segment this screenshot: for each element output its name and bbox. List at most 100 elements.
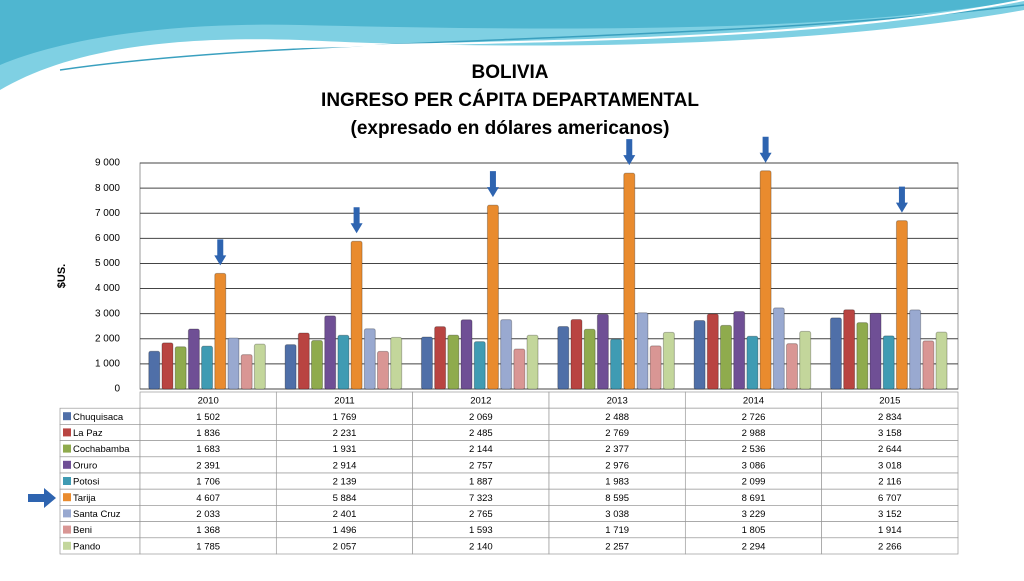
bar [434, 326, 447, 390]
bar [201, 345, 214, 390]
legend-label: La Paz [73, 428, 103, 439]
legend-cell [59, 456, 141, 474]
table-value: 2 140 [469, 541, 493, 552]
bar [829, 317, 842, 390]
bar [706, 313, 719, 390]
bar [935, 331, 948, 390]
header-line [59, 4, 1024, 71]
bar [596, 313, 609, 390]
bar [324, 315, 337, 390]
table-value: 2 377 [605, 444, 629, 455]
legend-label: Santa Cruz [73, 509, 121, 520]
x-tick-label: 2010 [198, 396, 219, 407]
header-wave [0, 0, 1024, 65]
title: BOLIVIA [471, 62, 548, 83]
table-value: 2 726 [742, 412, 766, 423]
bar [240, 354, 253, 390]
legend-swatch [63, 509, 71, 518]
table-value: 2 644 [878, 444, 902, 455]
table-value: 3 086 [742, 460, 766, 471]
bar [447, 334, 460, 390]
table-value: 2 139 [333, 477, 357, 488]
legend-swatch [63, 412, 71, 421]
table-value: 1 769 [333, 412, 357, 423]
bar [513, 348, 526, 390]
table-value: 1 785 [196, 541, 220, 552]
header-line [199, 0, 1024, 51]
table-value: 1 983 [605, 477, 629, 488]
legend-cell [59, 521, 141, 539]
bar [500, 319, 513, 390]
legend-label: Tarija [73, 493, 96, 504]
table-cell [821, 537, 959, 555]
legend-label: Cochabamba [73, 444, 130, 455]
bar [187, 328, 200, 390]
pointer-arrow [623, 139, 636, 166]
y-tick-label: 3 000 [95, 308, 120, 319]
bar [390, 336, 403, 390]
legend-label: Pando [73, 541, 100, 552]
y-tick-label: 5 000 [95, 258, 120, 269]
legend-swatch [63, 460, 71, 469]
bar [895, 220, 908, 390]
legend-swatch [63, 493, 71, 502]
table-value: 1 496 [333, 525, 357, 536]
legend-swatch [63, 525, 71, 534]
table-value: 2 069 [469, 412, 493, 423]
table-value: 8 595 [605, 493, 629, 504]
table-value: 2 976 [605, 460, 629, 471]
bar [882, 335, 895, 390]
bar [350, 240, 363, 390]
bar [759, 170, 772, 390]
table-value: 7 323 [469, 493, 493, 504]
bar [583, 328, 596, 390]
bar [693, 320, 706, 390]
table-value: 2 257 [605, 541, 629, 552]
y-tick-label: 6 000 [95, 233, 120, 244]
bar [856, 322, 869, 390]
y-tick-label: 4 000 [95, 283, 120, 294]
pointer-arrow [486, 171, 499, 198]
bar [662, 331, 675, 390]
table-value: 2 488 [605, 412, 629, 423]
title: INGRESO PER CÁPITA DEPARTAMENTAL [321, 89, 699, 111]
table-value: 2 757 [469, 460, 493, 471]
table-value: 3 152 [878, 509, 902, 520]
table-value: 2 769 [605, 428, 629, 439]
pointer-arrow [28, 488, 56, 508]
legend-swatch [63, 428, 71, 437]
y-tick-label: 0 [114, 384, 120, 395]
table-value: 2 485 [469, 428, 493, 439]
table-value: 2 536 [742, 444, 766, 455]
legend-label: Potosi [73, 477, 99, 488]
table-value: 2 401 [333, 509, 357, 520]
table-value: 2 033 [196, 509, 220, 520]
bar [799, 330, 812, 390]
legend-label: Chuquisaca [73, 412, 124, 423]
bar [161, 342, 174, 390]
pointer-arrow [895, 186, 908, 213]
table-value: 1 706 [196, 477, 220, 488]
table-value: 1 719 [605, 525, 629, 536]
x-tick-label: 2013 [607, 396, 628, 407]
table-value: 1 593 [469, 525, 493, 536]
table-value: 2 231 [333, 428, 357, 439]
bar [526, 334, 539, 390]
bar [473, 341, 486, 390]
table-value: 1 931 [333, 444, 357, 455]
legend-label: Beni [73, 525, 92, 536]
legend-cell [59, 472, 141, 490]
bar [297, 332, 310, 390]
y-tick-label: 1 000 [95, 359, 120, 370]
bar [746, 335, 759, 390]
table-value: 3 018 [878, 460, 902, 471]
table-value: 1 887 [469, 477, 493, 488]
bar [337, 334, 350, 390]
table-value: 3 038 [605, 509, 629, 520]
bar [311, 340, 323, 390]
table-value: 1 836 [196, 428, 220, 439]
y-tick-label: 7 000 [95, 208, 120, 219]
bar [284, 344, 297, 390]
x-tick-label: 2014 [743, 396, 764, 407]
